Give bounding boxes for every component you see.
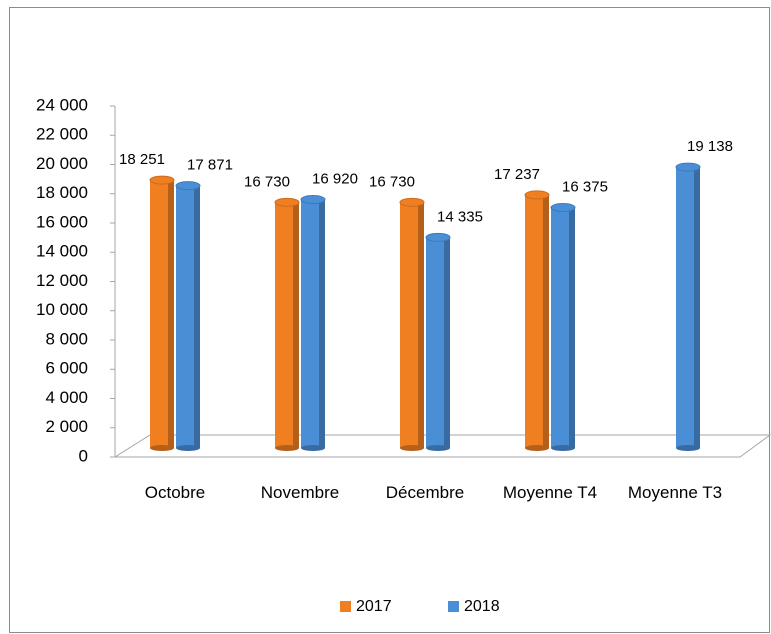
bar: [175, 181, 201, 451]
y-tick-label: 20 000: [36, 154, 88, 173]
bar-side: [569, 207, 575, 448]
y-tick-label: 8 000: [45, 329, 88, 348]
legend-swatch: [448, 601, 459, 612]
chart-border: [9, 7, 770, 633]
bar-top: [425, 232, 451, 242]
bar-top: [175, 181, 201, 191]
value-label: 16 375: [562, 178, 608, 195]
bar: [524, 190, 550, 451]
bar-base: [525, 445, 549, 451]
value-label: 16 730: [244, 173, 290, 190]
legend-swatch: [340, 601, 351, 612]
x-tick-label: Moyenne T3: [627, 483, 723, 502]
value-label: 14 335: [437, 208, 483, 225]
legend-label: 2017: [356, 598, 392, 615]
floor: [113, 434, 771, 458]
bar-base: [426, 445, 450, 451]
y-tick-label: 10 000: [36, 300, 88, 319]
legend-label: 2018: [464, 598, 500, 615]
value-label: 17 871: [187, 157, 233, 174]
bar-side: [543, 194, 549, 448]
bar-top: [399, 197, 425, 207]
y-tick-label: 2 000: [45, 417, 88, 436]
bar-side: [319, 199, 325, 448]
bar-base: [301, 445, 325, 451]
bar-base: [275, 445, 299, 451]
bar-base: [400, 445, 424, 451]
bar: [300, 195, 326, 451]
bar: [675, 162, 701, 451]
bar: [425, 232, 451, 451]
x-tick-label: Novembre: [260, 483, 340, 502]
y-tick-label: 18 000: [36, 183, 88, 202]
x-tick-label: Moyenne T4: [502, 483, 598, 502]
x-tick-label: Octobre: [144, 483, 206, 502]
value-label: 16 920: [312, 171, 358, 188]
bar-side: [293, 202, 299, 448]
y-tick-label: 24 000: [36, 95, 88, 114]
value-label: 18 251: [119, 151, 165, 168]
bar-base: [150, 445, 174, 451]
y-tick-label: 0: [79, 446, 88, 465]
y-tick-label: 6 000: [45, 359, 88, 378]
bar-side: [168, 180, 174, 448]
bar: [399, 197, 425, 451]
bar: [149, 175, 175, 451]
value-label: 16 730: [369, 173, 415, 190]
bar-top: [300, 195, 326, 205]
y-tick-label: 14 000: [36, 242, 88, 261]
bar: [274, 197, 300, 451]
bar-side: [694, 167, 700, 448]
y-tick-label: 22 000: [36, 125, 88, 144]
bar: [550, 203, 576, 451]
bar-side: [418, 202, 424, 448]
value-label: 19 138: [687, 138, 733, 155]
bar-top: [675, 162, 701, 172]
y-tick-label: 12 000: [36, 271, 88, 290]
bar-top: [550, 203, 576, 213]
value-label: 17 237: [494, 166, 540, 183]
bar-top: [274, 197, 300, 207]
x-tick-label: Décembre: [385, 483, 465, 502]
bar-base: [176, 445, 200, 451]
y-tick-label: 16 000: [36, 212, 88, 231]
bar-base: [676, 445, 700, 451]
bar-side: [194, 185, 200, 448]
y-tick-label: 4 000: [45, 388, 88, 407]
bar-top: [524, 190, 550, 200]
bar-base: [551, 445, 575, 451]
bar-side: [444, 237, 450, 448]
bar-top: [149, 175, 175, 185]
